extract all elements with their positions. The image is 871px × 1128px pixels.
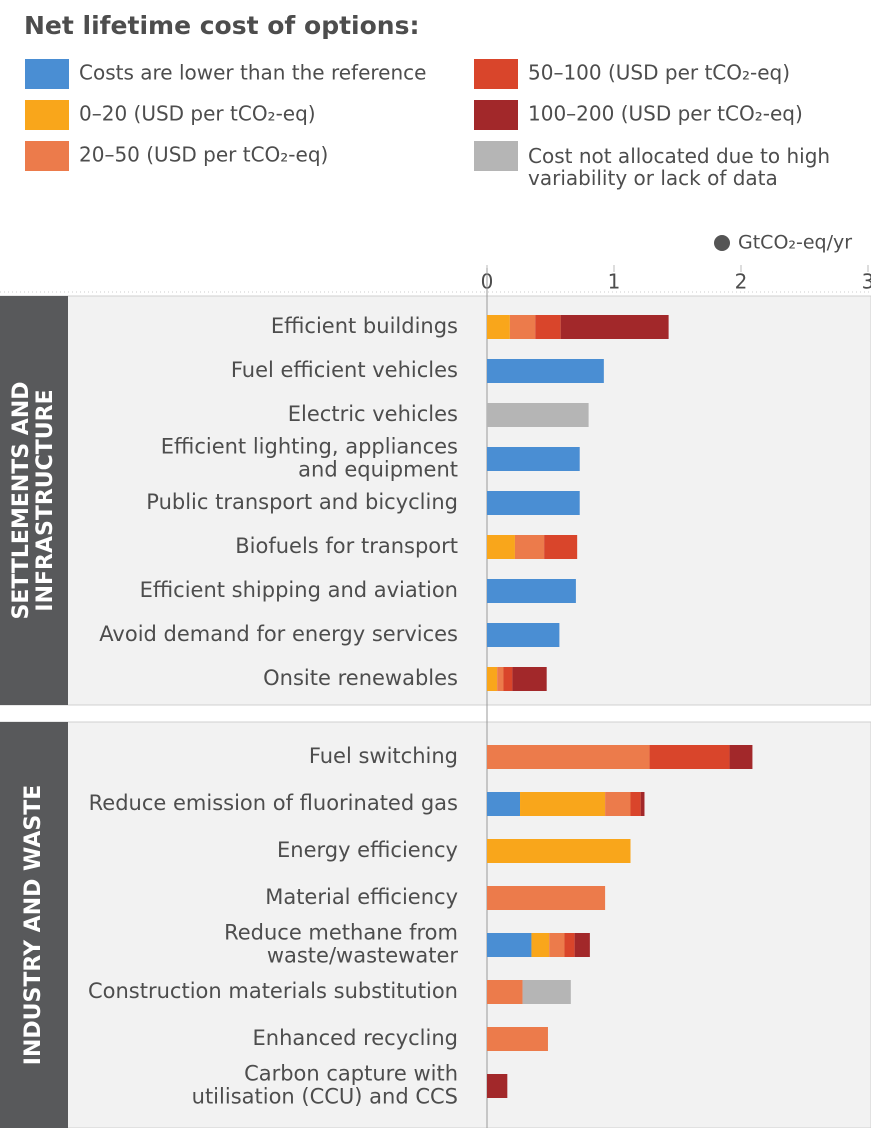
bar-segment: [487, 933, 532, 957]
bar-segment: [522, 980, 571, 1004]
legend-label: 0–20 (USD per tCO₂-eq): [79, 102, 316, 126]
bar-segment: [514, 535, 545, 559]
bar-segment: [729, 745, 753, 769]
bar-segment: [509, 315, 536, 339]
legend-label: 50–100 (USD per tCO₂-eq): [528, 61, 790, 85]
bar-segment: [487, 535, 515, 559]
legend-swatch: [474, 100, 518, 130]
bar-segment: [487, 579, 576, 603]
bar-segment: [564, 933, 575, 957]
bar-segment: [487, 792, 521, 816]
bar-segment: [544, 535, 578, 559]
legend-swatch: [25, 100, 69, 130]
bar-segment: [630, 792, 641, 816]
category-label: Fuel efficient vehicles: [231, 358, 458, 382]
bar-segment: [487, 1074, 508, 1098]
category-label: Enhanced recycling: [253, 1026, 458, 1050]
category-label: Material efficiency: [265, 885, 458, 909]
legend-swatch: [474, 141, 518, 171]
x-tick-label: 1: [608, 270, 621, 294]
bar-segment: [487, 667, 498, 691]
category-label: Fuel switching: [309, 744, 458, 768]
bar-segment: [549, 933, 565, 957]
bar-segment: [487, 403, 589, 427]
category-label: Reduce methane from waste/wastewater: [224, 921, 458, 968]
category-label: Construction materials substitution: [88, 979, 458, 1003]
legend-label: Cost not allocated due to high variabilit…: [528, 144, 830, 190]
category-label: Efficient buildings: [271, 314, 458, 338]
category-label: Public transport and bicycling: [146, 490, 458, 514]
unit-icon: [714, 235, 730, 251]
category-label: Energy efficiency: [277, 838, 458, 862]
bar-segment: [487, 491, 580, 515]
bar-segment: [560, 315, 669, 339]
bar-segment: [531, 933, 550, 957]
bar-segment: [497, 667, 504, 691]
x-tick-label: 3: [862, 270, 871, 294]
unit-label: GtCO₂-eq/yr: [738, 232, 852, 254]
bar-segment: [487, 1027, 548, 1051]
group-label: SETTLEMENTS ANDINFRASTRUCTURE: [9, 382, 58, 620]
bar-segment: [487, 315, 510, 339]
category-label: Carbon capture with utilisation (CCU) and…: [192, 1062, 458, 1109]
legend-label: 20–50 (USD per tCO₂-eq): [79, 143, 328, 167]
bar-segment: [574, 933, 590, 957]
bar-segment: [520, 792, 606, 816]
legend-label: Costs are lower than the reference: [79, 61, 426, 85]
bar-segment: [649, 745, 730, 769]
group-sidebar: [0, 296, 68, 705]
legend-swatch: [25, 141, 69, 171]
chart-title: Net lifetime cost of options:: [24, 11, 419, 40]
bar-segment: [640, 792, 645, 816]
bar-segment: [487, 839, 631, 863]
bar-segment: [487, 745, 650, 769]
bar-segment: [512, 667, 547, 691]
bar-segment: [605, 792, 631, 816]
category-label: Efficient lighting, appliances and equipm…: [161, 435, 458, 482]
legend-swatch: [474, 59, 518, 89]
bar-segment: [503, 667, 513, 691]
category-label: Onsite renewables: [263, 666, 458, 690]
x-tick-label: 2: [735, 270, 748, 294]
category-label: Electric vehicles: [288, 402, 458, 426]
bar-segment: [487, 359, 604, 383]
bar-segment: [487, 980, 523, 1004]
group-label: INDUSTRY AND WASTE: [21, 785, 46, 1065]
panel-background: [0, 721, 871, 1128]
bar-segment: [487, 886, 606, 910]
bar-segment: [487, 623, 560, 647]
group-sidebar: [0, 722, 68, 1128]
category-label: Avoid demand for energy services: [99, 622, 458, 646]
category-label: Efficient shipping and aviation: [140, 578, 458, 602]
bar-segment: [535, 315, 561, 339]
panel-background: [0, 295, 871, 706]
category-label: Biofuels for transport: [235, 534, 458, 558]
bar-segment: [487, 447, 580, 471]
category-label: Reduce emission of fluorinated gas: [89, 791, 458, 815]
legend-label: 100–200 (USD per tCO₂-eq): [528, 102, 803, 126]
legend-swatch: [25, 59, 69, 89]
